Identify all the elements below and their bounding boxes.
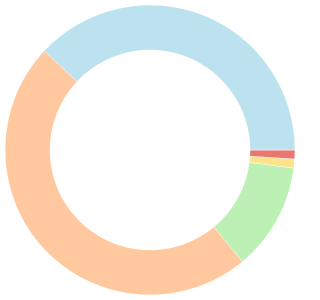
donut-slice	[43, 4, 296, 151]
page: {"chart_data": {"type": "donut", "values…	[4, 4, 296, 296]
chart	[4, 4, 296, 296]
donut-slice	[4, 50, 243, 296]
